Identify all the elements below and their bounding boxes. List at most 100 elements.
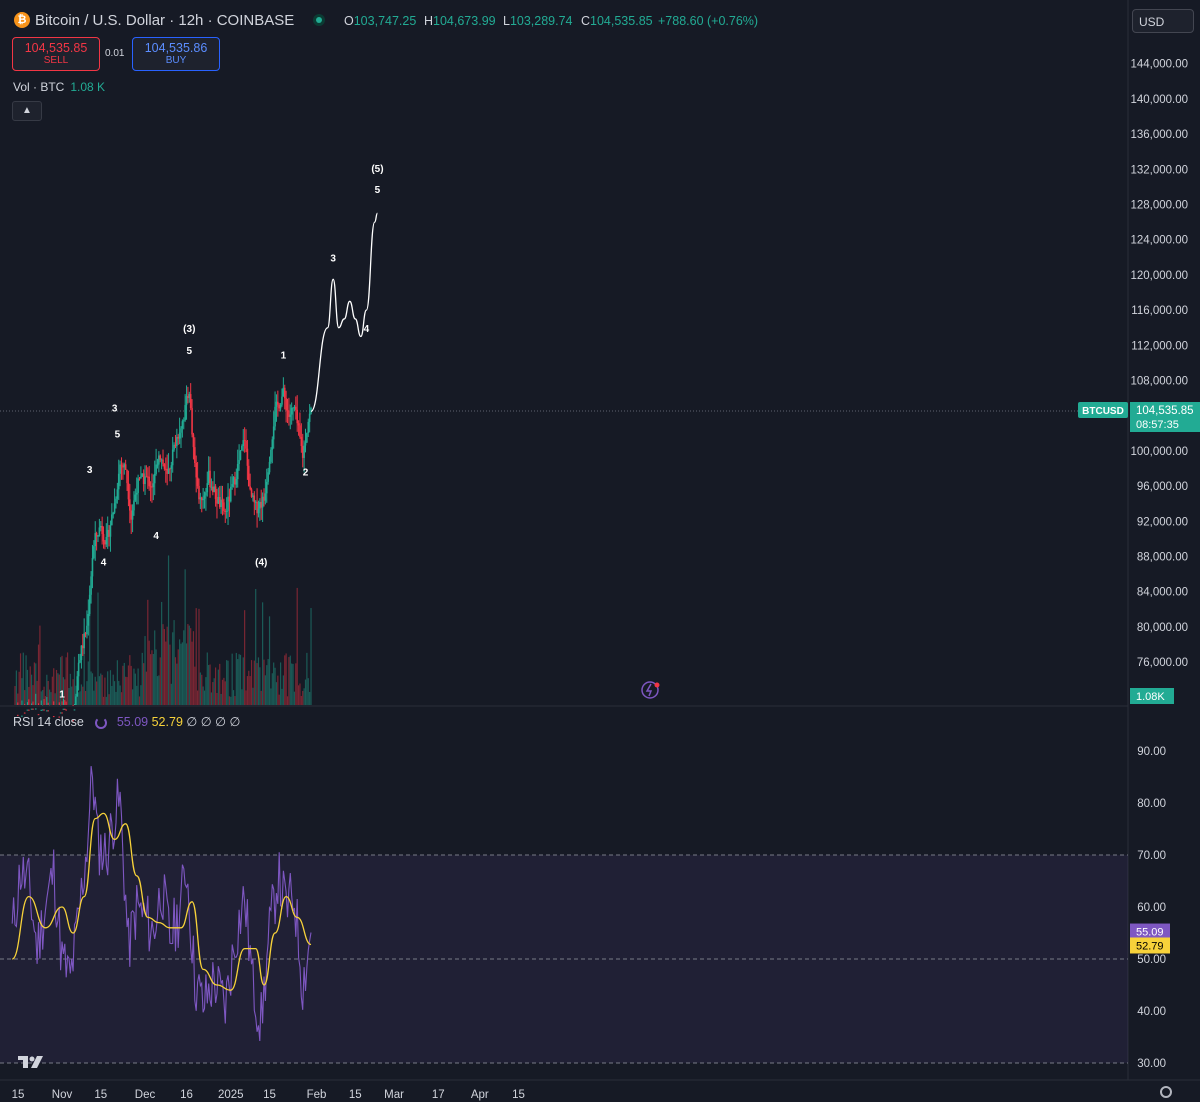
volume-bar bbox=[281, 688, 283, 705]
rsi-legend[interactable]: RSI 14 close 55.09 52.79 ∅ ∅ ∅ ∅ bbox=[13, 714, 240, 729]
volume-bar bbox=[89, 588, 91, 705]
candle-body bbox=[124, 464, 127, 470]
time-tick-label: 15 bbox=[349, 1089, 362, 1101]
candle-body bbox=[167, 468, 170, 474]
volume-bar bbox=[216, 692, 218, 705]
time-tick-label: Nov bbox=[52, 1089, 73, 1101]
volume-bar bbox=[141, 652, 143, 705]
volume-bar bbox=[119, 685, 121, 705]
volume-bar bbox=[131, 689, 134, 705]
tradingview-logo-icon[interactable] bbox=[16, 1052, 48, 1072]
candle-body bbox=[164, 468, 167, 470]
candle-body bbox=[73, 709, 76, 711]
volume-bar bbox=[155, 649, 157, 705]
wave-label: 1 bbox=[281, 351, 287, 362]
candle-body bbox=[160, 459, 163, 461]
candle-body bbox=[218, 496, 221, 508]
candle-body bbox=[221, 499, 224, 503]
volume-bar bbox=[46, 674, 48, 705]
candle-body bbox=[141, 473, 144, 477]
volume-bar bbox=[212, 682, 214, 705]
volume-bar bbox=[43, 686, 45, 705]
candle-body bbox=[52, 716, 55, 718]
rsi-extra-1: ∅ bbox=[186, 715, 198, 729]
candle-body bbox=[227, 496, 229, 511]
price-tick-label: 92,000.00 bbox=[1137, 516, 1188, 528]
volume-bar bbox=[293, 691, 296, 705]
candle-body bbox=[28, 709, 30, 711]
price-tick-label: 96,000.00 bbox=[1137, 481, 1188, 493]
volume-legend[interactable]: Vol · BTC 1.08 K bbox=[13, 80, 105, 94]
candle-body bbox=[209, 470, 211, 488]
volume-bar bbox=[64, 679, 66, 705]
volume-bar bbox=[120, 692, 123, 705]
candle-body bbox=[26, 709, 29, 711]
candle-body bbox=[277, 401, 279, 405]
volume-bar bbox=[194, 666, 196, 705]
volume-bar bbox=[109, 670, 112, 705]
price-tick-label: 136,000.00 bbox=[1130, 129, 1188, 141]
buy-button[interactable]: 104,535.86 BUY bbox=[132, 37, 220, 71]
price-tick-label: 132,000.00 bbox=[1130, 164, 1188, 176]
candle-body bbox=[203, 495, 206, 499]
volume-bar bbox=[217, 669, 219, 705]
volume-bar bbox=[273, 662, 275, 705]
volume-bar bbox=[69, 673, 71, 705]
volume-bar bbox=[28, 686, 30, 705]
symbol-title[interactable]: Bitcoin / U.S. Dollar · 12h · COINBASE bbox=[35, 12, 295, 29]
volume-bar bbox=[285, 653, 287, 705]
volume-bar bbox=[82, 686, 84, 705]
volume-bar bbox=[161, 601, 163, 705]
volume-bar bbox=[102, 696, 105, 705]
volume-bar bbox=[130, 665, 132, 705]
wave-label: 3 bbox=[330, 254, 336, 265]
wave-label: (5) bbox=[371, 164, 383, 175]
gear-icon[interactable] bbox=[1160, 1086, 1172, 1098]
candle-body bbox=[81, 645, 84, 649]
volume-bar bbox=[149, 654, 152, 705]
volume-bar bbox=[50, 692, 52, 705]
rsi-value-tag-bg bbox=[1130, 923, 1170, 940]
candle-body bbox=[152, 483, 155, 488]
volume-bar bbox=[80, 684, 82, 705]
volume-bar bbox=[86, 681, 88, 705]
candle-body bbox=[76, 676, 79, 697]
candle-body bbox=[137, 478, 139, 493]
candle-body bbox=[88, 594, 91, 614]
volume-bar bbox=[195, 608, 197, 705]
candle-body bbox=[245, 440, 247, 449]
candle-body bbox=[106, 529, 109, 537]
candle-body bbox=[306, 433, 308, 443]
volume-bar bbox=[165, 641, 167, 705]
candle-body bbox=[34, 708, 37, 710]
rsi-settings-icon[interactable] bbox=[95, 717, 108, 729]
price-tick-label: 76,000.00 bbox=[1137, 657, 1188, 669]
currency-select[interactable]: USD bbox=[1132, 9, 1194, 33]
sell-button[interactable]: 104,535.85 SELL bbox=[12, 37, 100, 71]
volume-bar bbox=[91, 673, 94, 705]
rsi-extra-3: ∅ bbox=[215, 715, 227, 729]
candle-body bbox=[79, 660, 81, 663]
candle-body bbox=[131, 510, 134, 520]
candle-body bbox=[80, 645, 83, 661]
volume-bar bbox=[61, 655, 63, 705]
candle-body bbox=[271, 439, 274, 450]
volume-bar bbox=[79, 691, 81, 705]
volume-bar bbox=[151, 650, 153, 705]
time-tick-label: 15 bbox=[263, 1089, 276, 1101]
ohlc-close: C104,535.85 bbox=[581, 14, 653, 28]
candle-body bbox=[93, 546, 95, 559]
volume-bar bbox=[115, 691, 117, 705]
volume-bar bbox=[303, 688, 305, 705]
volume-bar bbox=[158, 675, 160, 705]
volume-bar bbox=[230, 696, 232, 705]
time-tick-label: 15 bbox=[94, 1089, 107, 1101]
candle-body bbox=[90, 576, 92, 595]
chevron-up-icon[interactable]: ▲ bbox=[12, 101, 42, 121]
volume-bar bbox=[107, 671, 109, 705]
candle-body bbox=[292, 407, 294, 409]
candle-body bbox=[140, 476, 142, 479]
candle-body bbox=[176, 436, 178, 447]
candle-body bbox=[75, 696, 77, 705]
